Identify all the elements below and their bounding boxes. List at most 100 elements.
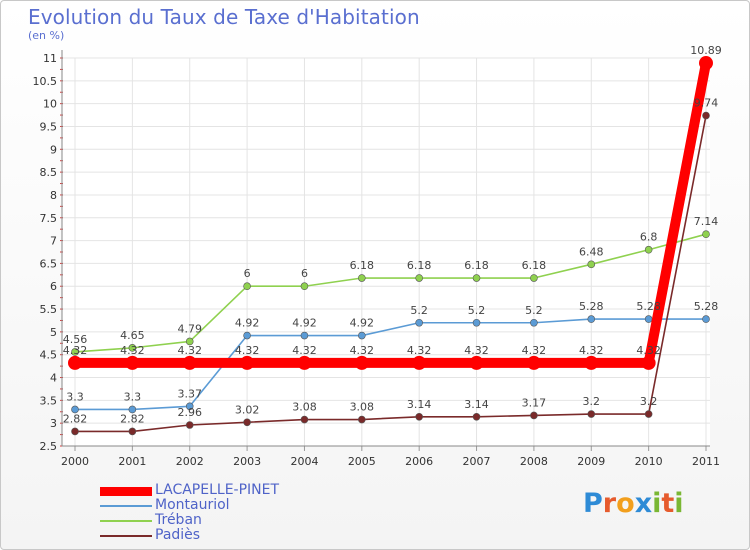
legend-label: Padiès <box>155 527 201 543</box>
series-point-1 <box>472 318 481 327</box>
x-tick-label: 2000 <box>61 455 89 468</box>
logo-letter: r <box>602 488 617 519</box>
data-label: 4.92 <box>350 317 375 330</box>
series-point-1 <box>243 331 251 340</box>
logo-letter: o <box>616 488 635 519</box>
data-label: 9.74 <box>694 97 719 110</box>
series-point-2 <box>415 274 423 282</box>
data-label: 4.32 <box>63 344 88 357</box>
data-label: 4.32 <box>407 344 432 357</box>
series-point-3 <box>415 412 423 421</box>
legend-label: Montauriol <box>155 497 230 513</box>
y-tick-label: 11 <box>43 52 57 65</box>
x-tick-label: 2002 <box>176 455 204 468</box>
logo-letter: x <box>634 488 653 519</box>
chart-title: Evolution du Taux de Taxe d'Habitation <box>28 5 420 29</box>
x-tick-label: 2001 <box>118 455 146 468</box>
data-label: 10.89 <box>690 44 722 57</box>
data-label: 2.82 <box>63 412 88 425</box>
data-label: 6.8 <box>640 231 658 244</box>
series-point-3 <box>71 427 79 436</box>
series-point-3 <box>587 410 596 418</box>
series-point-0 <box>699 56 713 71</box>
y-tick-label: 8.5 <box>40 166 58 179</box>
y-tick-label: 4.5 <box>40 349 58 362</box>
series-point-3 <box>243 418 251 427</box>
data-label: 4.92 <box>235 317 260 330</box>
y-tick-label: 2.5 <box>40 440 58 453</box>
plot-area <box>62 58 710 446</box>
y-tick-label: 7 <box>50 235 57 248</box>
data-label: 4.32 <box>235 344 260 357</box>
series-point-0 <box>182 355 197 370</box>
series-point-2 <box>472 274 481 282</box>
series-point-1 <box>587 315 596 323</box>
data-label: 4.32 <box>120 344 145 357</box>
y-tick-label: 9 <box>50 143 57 156</box>
x-tick-label: 2008 <box>520 455 548 468</box>
series-line-2 <box>74 233 707 353</box>
series-point-2 <box>358 274 366 282</box>
series-point-2 <box>185 337 194 346</box>
data-label: 4.32 <box>292 344 317 357</box>
y-tick-label: 10 <box>43 98 57 111</box>
y-tick-label: 9.5 <box>40 120 58 133</box>
legend-item: Tréban <box>100 512 360 529</box>
series-point-0 <box>526 355 541 370</box>
data-label: 4.65 <box>120 329 145 342</box>
data-label: 3.3 <box>66 390 84 403</box>
series-point-0 <box>68 355 82 370</box>
x-tick-label: 2003 <box>233 455 261 468</box>
x-tick-label: 2006 <box>405 455 433 468</box>
y-tick-label: 6.5 <box>40 257 58 270</box>
series-point-2 <box>702 230 710 238</box>
series-point-0 <box>240 355 255 370</box>
legend-swatch <box>100 505 152 507</box>
data-label: 3.02 <box>235 403 260 416</box>
data-label: 4.32 <box>522 344 547 357</box>
chart-legend: LACAPELLE-PINET Montauriol Tréban Padiès <box>100 482 360 544</box>
data-label: 5.28 <box>579 300 604 313</box>
series-point-0 <box>469 355 484 370</box>
series-point-3 <box>358 415 366 424</box>
x-tick-label: 2004 <box>290 455 318 468</box>
series-point-2 <box>71 348 79 356</box>
series-point-0 <box>297 355 312 370</box>
data-label: 6.18 <box>522 259 547 272</box>
data-label: 5.2 <box>410 304 428 317</box>
series-point-1 <box>644 315 653 323</box>
data-label: 6.18 <box>407 259 432 272</box>
logo-letter: t <box>661 488 675 519</box>
series-point-0 <box>125 355 140 370</box>
data-label: 3.37 <box>177 387 202 400</box>
series-point-0 <box>641 355 656 370</box>
series-point-1 <box>185 402 194 411</box>
data-label: 4.32 <box>579 344 604 357</box>
x-tick-label: 2010 <box>635 455 663 468</box>
series-point-2 <box>300 282 309 291</box>
data-label: 6 <box>244 267 251 280</box>
series-point-2 <box>644 245 653 254</box>
legend-item: Montauriol <box>100 497 360 514</box>
data-label: 4.79 <box>177 322 202 335</box>
y-tick-label: 7.5 <box>40 212 58 225</box>
y-tick-label: 8 <box>50 189 57 202</box>
legend-label: Tréban <box>155 512 202 528</box>
y-tick-label: 5.5 <box>40 303 58 316</box>
x-tick-label: 2005 <box>348 455 376 468</box>
legend-swatch <box>100 520 152 522</box>
data-label: 4.32 <box>177 344 202 357</box>
series-point-1 <box>300 331 309 340</box>
data-label: 2.82 <box>120 412 145 425</box>
chart-unit-label: (en %) <box>28 29 65 42</box>
x-tick-label: 2009 <box>577 455 605 468</box>
logo-letter: i <box>652 488 662 519</box>
x-tick-label: 2007 <box>463 455 491 468</box>
data-label: 6 <box>301 267 308 280</box>
legend-swatch <box>100 535 152 537</box>
data-label: 3.3 <box>124 390 142 403</box>
y-tick-label: 3.5 <box>40 394 58 407</box>
y-tick-label: 5 <box>50 326 57 339</box>
data-label: 3.14 <box>464 398 489 411</box>
